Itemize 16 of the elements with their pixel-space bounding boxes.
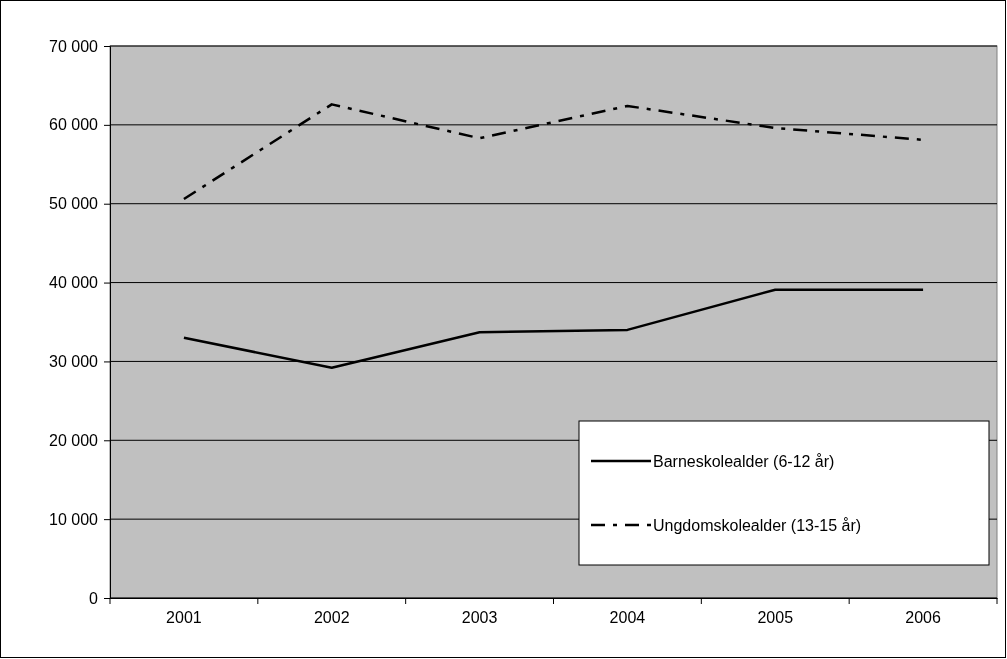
y-tick-label: 70 000: [49, 37, 99, 55]
y-tick-label: 10 000: [49, 510, 99, 528]
x-tick-label: 2003: [461, 609, 498, 627]
x-tick-label: 2001: [166, 609, 202, 627]
legend-label: Barneskolealder (6-12 år): [653, 453, 835, 470]
y-tick-label: 40 000: [49, 274, 99, 292]
x-tick-label: 2002: [313, 609, 350, 627]
y-tick-label: 30 000: [49, 353, 99, 371]
x-tick-label: 2004: [609, 609, 646, 627]
x-tick-label: 2006: [905, 609, 941, 627]
y-tick-label: 0: [89, 589, 99, 607]
y-tick-label: 60 000: [49, 116, 99, 134]
x-tick-label: 2005: [757, 609, 794, 627]
y-tick-label: 50 000: [49, 195, 99, 213]
y-tick-label: 20 000: [49, 431, 99, 449]
legend-label: Ungdomskolealder (13-15 år): [653, 517, 862, 534]
